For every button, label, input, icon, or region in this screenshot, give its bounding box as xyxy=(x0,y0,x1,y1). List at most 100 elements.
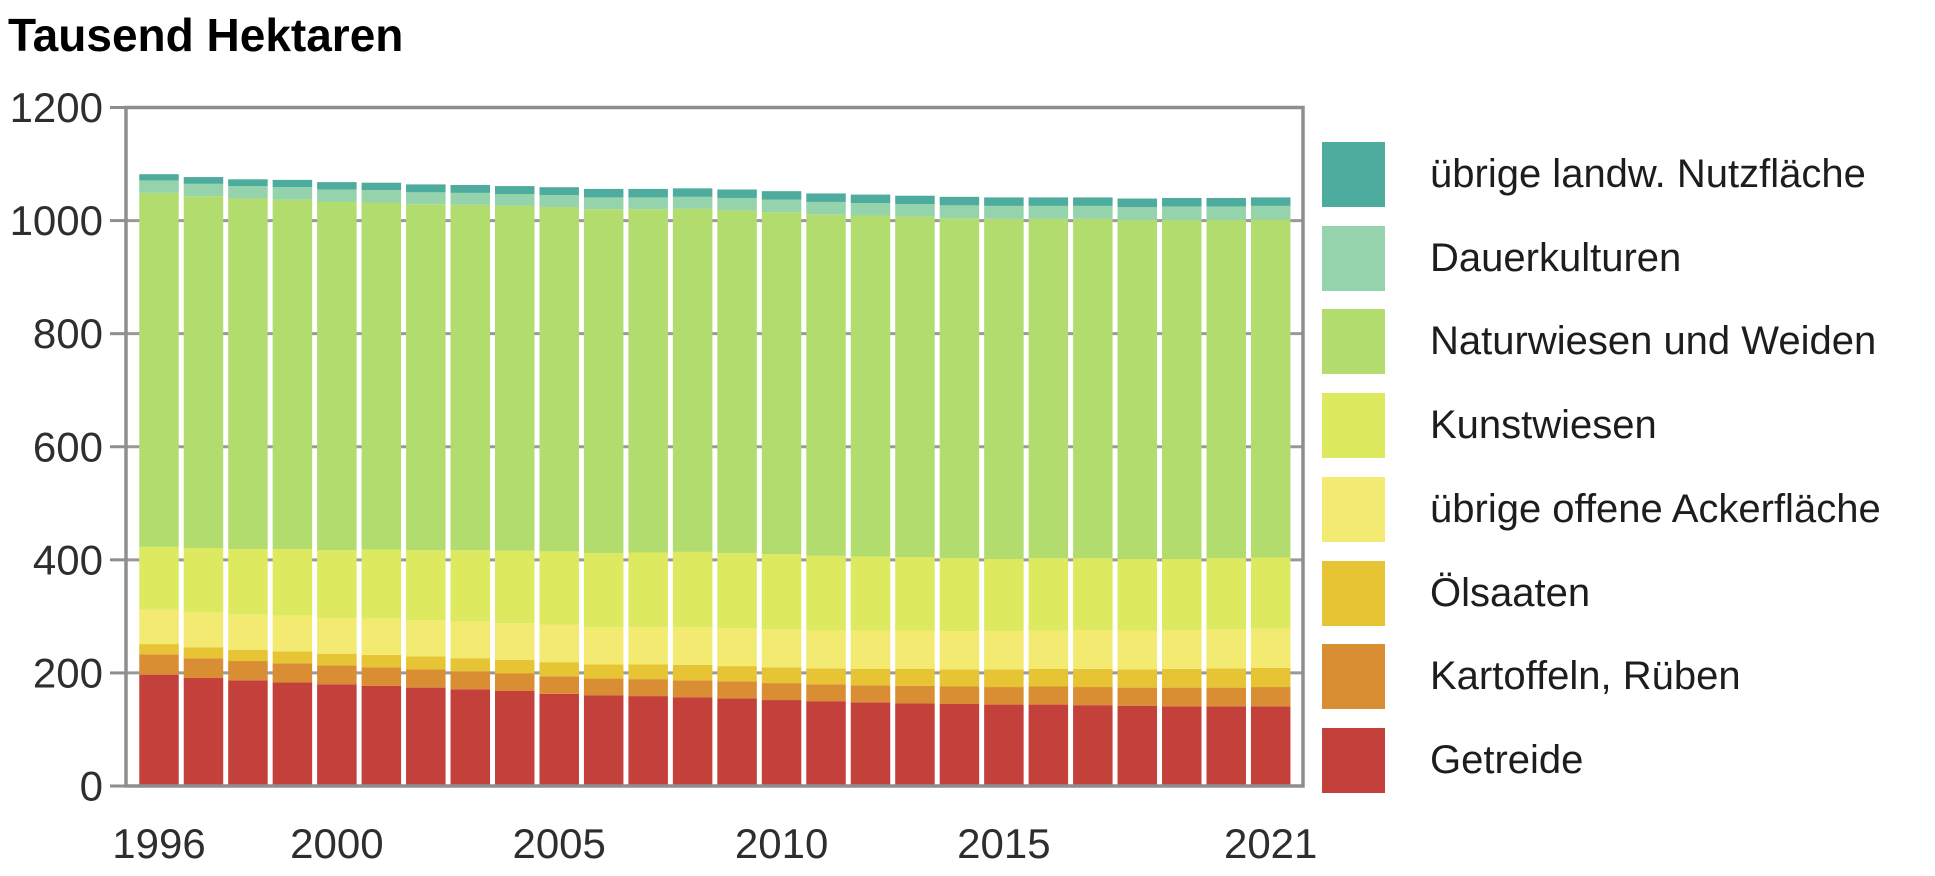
bar-segment-2005-kartoffeln-rueben[interactable] xyxy=(539,676,579,694)
bar-segment-2014-dauerkulturen[interactable] xyxy=(939,205,980,219)
bar-segment-2016-getreide[interactable] xyxy=(1028,704,1069,786)
bar-segment-2005-uebrige-landw-nutzflaeche[interactable] xyxy=(539,187,579,196)
bar-segment-2005-uebrige-offene-ackerflaeche[interactable] xyxy=(539,624,579,663)
bar-segment-1997-getreide[interactable] xyxy=(183,678,224,786)
bar-segment-2009-uebrige-offene-ackerflaeche[interactable] xyxy=(717,628,757,667)
bar-segment-2011-kartoffeln-rueben[interactable] xyxy=(806,684,846,702)
bar-segment-2006-getreide[interactable] xyxy=(583,695,624,786)
bar-segment-2018-uebrige-landw-nutzflaeche[interactable] xyxy=(1117,198,1158,208)
bar-segment-2003-naturwiesen-und-weiden[interactable] xyxy=(450,204,491,551)
bar-segment-2014-naturwiesen-und-weiden[interactable] xyxy=(939,218,980,559)
bar-segment-2010-getreide[interactable] xyxy=(761,700,802,786)
bar-segment-1999-oelsaaten[interactable] xyxy=(272,651,313,664)
bar-segment-2020-kartoffeln-rueben[interactable] xyxy=(1206,687,1246,707)
bar-segment-2009-getreide[interactable] xyxy=(717,698,757,786)
bar-segment-1996-uebrige-landw-nutzflaeche[interactable] xyxy=(139,174,179,181)
bar-segment-2019-uebrige-landw-nutzflaeche[interactable] xyxy=(1162,197,1202,207)
bar-segment-2002-oelsaaten[interactable] xyxy=(406,656,446,670)
bar-segment-1999-kartoffeln-rueben[interactable] xyxy=(272,663,313,683)
bar-segment-2016-oelsaaten[interactable] xyxy=(1028,668,1069,687)
bar-segment-2014-getreide[interactable] xyxy=(939,704,980,786)
bar-segment-2012-kartoffeln-rueben[interactable] xyxy=(850,685,891,703)
bar-segment-2006-kartoffeln-rueben[interactable] xyxy=(583,678,624,696)
bar-segment-2016-kartoffeln-rueben[interactable] xyxy=(1028,686,1069,705)
bar-segment-2002-uebrige-landw-nutzflaeche[interactable] xyxy=(406,184,446,193)
bar-segment-2016-dauerkulturen[interactable] xyxy=(1028,205,1069,219)
bar-segment-2007-kartoffeln-rueben[interactable] xyxy=(628,679,668,697)
bar-segment-2007-uebrige-landw-nutzflaeche[interactable] xyxy=(628,188,668,198)
bar-segment-2011-naturwiesen-und-weiden[interactable] xyxy=(806,214,846,556)
bar-segment-2016-uebrige-offene-ackerflaeche[interactable] xyxy=(1028,630,1069,669)
bar-segment-2017-oelsaaten[interactable] xyxy=(1073,668,1113,688)
bar-segment-2004-dauerkulturen[interactable] xyxy=(494,194,535,206)
bar-segment-2007-oelsaaten[interactable] xyxy=(628,664,668,680)
bar-segment-2005-getreide[interactable] xyxy=(539,693,579,786)
bar-segment-2013-getreide[interactable] xyxy=(895,703,935,786)
bar-segment-2015-kartoffeln-rueben[interactable] xyxy=(984,687,1024,705)
bar-segment-2004-getreide[interactable] xyxy=(494,691,535,786)
bar-segment-1997-kartoffeln-rueben[interactable] xyxy=(183,658,224,679)
bar-segment-2021-getreide[interactable] xyxy=(1250,706,1291,786)
bar-segment-2019-getreide[interactable] xyxy=(1162,706,1202,786)
bar-segment-2019-kartoffeln-rueben[interactable] xyxy=(1162,687,1202,707)
bar-segment-2015-uebrige-landw-nutzflaeche[interactable] xyxy=(984,197,1024,206)
bar-segment-2001-kunstwiesen[interactable] xyxy=(361,549,402,619)
bar-segment-2010-naturwiesen-und-weiden[interactable] xyxy=(761,212,802,555)
bar-segment-2001-uebrige-landw-nutzflaeche[interactable] xyxy=(361,182,402,191)
bar-segment-1999-kunstwiesen[interactable] xyxy=(272,549,313,616)
bar-segment-2004-kunstwiesen[interactable] xyxy=(494,550,535,624)
bar-segment-2012-naturwiesen-und-weiden[interactable] xyxy=(850,215,891,557)
bar-segment-1999-getreide[interactable] xyxy=(272,682,313,786)
bar-segment-2012-oelsaaten[interactable] xyxy=(850,668,891,686)
bar-segment-2008-kartoffeln-rueben[interactable] xyxy=(672,680,713,698)
bar-segment-2016-naturwiesen-und-weiden[interactable] xyxy=(1028,218,1069,559)
bar-segment-2001-kartoffeln-rueben[interactable] xyxy=(361,667,402,686)
bar-segment-1996-kunstwiesen[interactable] xyxy=(139,546,179,610)
bar-segment-2001-dauerkulturen[interactable] xyxy=(361,190,402,203)
bar-segment-2018-oelsaaten[interactable] xyxy=(1117,669,1158,688)
bar-segment-2004-uebrige-offene-ackerflaeche[interactable] xyxy=(494,623,535,660)
bar-segment-2007-naturwiesen-und-weiden[interactable] xyxy=(628,209,668,553)
bar-segment-2017-kunstwiesen[interactable] xyxy=(1073,558,1113,630)
bar-segment-2000-getreide[interactable] xyxy=(317,684,357,786)
bar-segment-1998-kunstwiesen[interactable] xyxy=(228,549,268,615)
bar-segment-2004-naturwiesen-und-weiden[interactable] xyxy=(494,205,535,551)
bar-segment-2008-uebrige-landw-nutzflaeche[interactable] xyxy=(672,188,713,197)
bar-segment-2009-kartoffeln-rueben[interactable] xyxy=(717,681,757,699)
bar-segment-2018-getreide[interactable] xyxy=(1117,705,1158,786)
bar-segment-2001-oelsaaten[interactable] xyxy=(361,654,402,668)
bar-segment-2021-kartoffeln-rueben[interactable] xyxy=(1250,687,1291,707)
bar-segment-1999-naturwiesen-und-weiden[interactable] xyxy=(272,199,313,550)
bar-segment-2016-kunstwiesen[interactable] xyxy=(1028,558,1069,631)
bar-segment-1998-oelsaaten[interactable] xyxy=(228,649,268,662)
bar-segment-1998-getreide[interactable] xyxy=(228,680,268,786)
bar-segment-2011-oelsaaten[interactable] xyxy=(806,668,846,685)
bar-segment-2020-uebrige-landw-nutzflaeche[interactable] xyxy=(1206,197,1246,207)
bar-segment-2014-kunstwiesen[interactable] xyxy=(939,558,980,632)
bar-segment-2009-uebrige-landw-nutzflaeche[interactable] xyxy=(717,189,757,198)
bar-segment-2000-uebrige-offene-ackerflaeche[interactable] xyxy=(317,618,357,654)
bar-segment-2000-naturwiesen-und-weiden[interactable] xyxy=(317,201,357,551)
bar-segment-2013-naturwiesen-und-weiden[interactable] xyxy=(895,216,935,558)
bar-segment-2014-uebrige-offene-ackerflaeche[interactable] xyxy=(939,631,980,670)
bar-segment-2020-naturwiesen-und-weiden[interactable] xyxy=(1206,220,1246,559)
bar-segment-2004-uebrige-landw-nutzflaeche[interactable] xyxy=(494,186,535,195)
bar-segment-1997-kunstwiesen[interactable] xyxy=(183,547,224,613)
bar-segment-2019-uebrige-offene-ackerflaeche[interactable] xyxy=(1162,629,1202,669)
bar-segment-2013-uebrige-landw-nutzflaeche[interactable] xyxy=(895,195,935,205)
bar-segment-2010-dauerkulturen[interactable] xyxy=(761,199,802,213)
bar-segment-2019-oelsaaten[interactable] xyxy=(1162,668,1202,688)
bar-segment-2017-naturwiesen-und-weiden[interactable] xyxy=(1073,218,1113,559)
bar-segment-2002-getreide[interactable] xyxy=(406,687,446,786)
bar-segment-1998-naturwiesen-und-weiden[interactable] xyxy=(228,198,268,550)
bar-segment-1996-getreide[interactable] xyxy=(139,674,179,786)
bar-segment-2004-kartoffeln-rueben[interactable] xyxy=(494,673,535,692)
bar-segment-2011-dauerkulturen[interactable] xyxy=(806,201,846,215)
bar-segment-2010-kunstwiesen[interactable] xyxy=(761,554,802,630)
bar-segment-2018-kartoffeln-rueben[interactable] xyxy=(1117,687,1158,706)
bar-segment-2000-dauerkulturen[interactable] xyxy=(317,189,357,202)
bar-segment-2003-kunstwiesen[interactable] xyxy=(450,550,491,622)
bar-segment-2010-kartoffeln-rueben[interactable] xyxy=(761,683,802,701)
bar-segment-1998-uebrige-landw-nutzflaeche[interactable] xyxy=(228,179,268,187)
bar-segment-2014-kartoffeln-rueben[interactable] xyxy=(939,686,980,705)
